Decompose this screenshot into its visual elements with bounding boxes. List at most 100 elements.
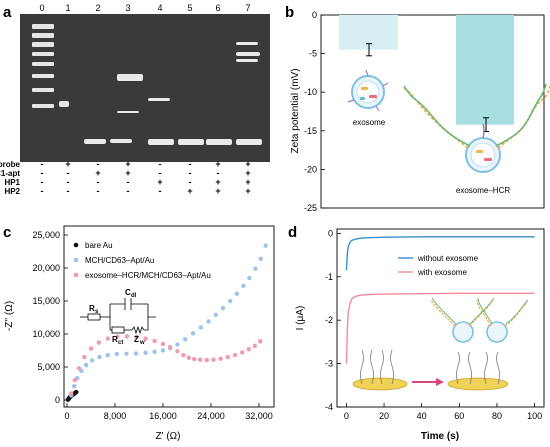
eis-point-series-1: [114, 351, 120, 357]
gel-sign-grid: - + - + - - + +- - + + - - - +- - - - + - + +- - - - - + + +: [41, 159, 251, 196]
circuit-labels: R s C dl R ct Z w: [89, 288, 145, 346]
eis-point-series-1: [97, 354, 102, 360]
gel-sign: -: [127, 186, 130, 196]
electrode-illustration: [352, 297, 529, 391]
warburg-element: [131, 325, 145, 335]
current-y-tick-label: -2: [325, 315, 333, 325]
eis-point-series-2: [232, 352, 238, 358]
gel-sign: -: [189, 168, 192, 178]
legend-label-mch: MCH/CD63–Apt/Au: [85, 256, 154, 265]
ladder-band: [32, 74, 54, 78]
eis-y-tick-label: 10,000: [32, 329, 60, 339]
legend-marker-mch: [73, 257, 79, 263]
gel-sign: -: [41, 177, 44, 187]
current-x-tick-label: 80: [492, 411, 502, 421]
lane-number-3: 3: [125, 3, 130, 13]
eis-point-series-1: [228, 298, 233, 304]
eis-point-series-1: [133, 351, 139, 356]
gel-sign: -: [189, 159, 192, 169]
eis-point-series-2: [160, 341, 166, 347]
ladder-band: [32, 24, 54, 29]
eis-point-series-2: [204, 357, 209, 363]
eis-point-series-2: [72, 378, 78, 383]
eis-point-series-1: [175, 342, 180, 347]
resistor-rct: [111, 326, 125, 334]
gel-image: [20, 14, 270, 162]
svg-text:R: R: [89, 304, 95, 313]
current-x-axis-label: Time (s): [421, 431, 459, 442]
exosome-hcr-illustration: [403, 83, 550, 173]
current-x-tick-label: 40: [417, 411, 427, 421]
ladder-band: [32, 33, 54, 38]
legend-marker-bare: [73, 242, 79, 248]
gel-sign: -: [97, 177, 100, 187]
legend-label-without: without exosome: [417, 254, 479, 263]
sample-band: [84, 139, 106, 144]
eis-point-series-2: [143, 336, 148, 341]
eis-point-series-2: [105, 336, 111, 341]
ladder-band: [32, 62, 54, 66]
eis-point-series-1: [234, 291, 239, 296]
eis-point-series-2: [186, 355, 191, 360]
sample-band: [236, 42, 258, 45]
lane-number-0: 0: [39, 3, 44, 13]
ladder-band: [32, 104, 54, 108]
svg-text:C: C: [125, 288, 131, 297]
gel-sign: -: [67, 168, 70, 178]
eis-point-series-2: [69, 391, 74, 396]
eis-point-series-2: [115, 334, 120, 339]
gel-sign: +: [125, 159, 130, 169]
eis-point-series-1: [258, 256, 263, 261]
eis-point-series-2: [246, 346, 251, 352]
eis-x-tick-label: 32,000: [245, 411, 273, 421]
gel-row-label: HP2: [4, 187, 20, 196]
legend-marker-exo: [73, 272, 79, 278]
eis-point-series-0: [74, 389, 79, 395]
gel-sign: -: [97, 186, 100, 196]
gel-sign: -: [97, 159, 100, 169]
current-trace-series-1: [345, 292, 535, 364]
current-legend: without exosome with exosome: [398, 254, 479, 277]
eis-point-series-1: [190, 331, 196, 336]
sample-band: [236, 59, 258, 62]
eis-x-ticks: 0 8,000 16,000 24,000 32,000: [64, 403, 273, 421]
panel-c-letter: c: [3, 224, 11, 241]
sample-band: [117, 111, 139, 113]
lane-number-5: 5: [187, 3, 192, 13]
zeta-y-tick-label: 0: [312, 10, 317, 20]
zeta-y-tick-label: -25: [304, 203, 317, 213]
zeta-bars: [339, 15, 514, 132]
panel-d: d 0 -1 -2 -3 -4 0 20 40 60 80 100 I (μA) Time (s)…: [288, 224, 545, 442]
current-y-tick-label: -3: [325, 359, 333, 369]
svg-text:R: R: [112, 335, 118, 344]
eis-point-series-1: [152, 349, 157, 355]
eis-point-series-2: [152, 338, 157, 344]
eis-point-series-1: [247, 275, 252, 281]
gel-sign: -: [67, 186, 70, 196]
eis-point-series-2: [88, 346, 94, 351]
equivalent-circuit: [80, 298, 156, 335]
gel-sign: +: [245, 168, 250, 178]
legend-label-exo: exosome–HCR/MCH/CD63–Apt/Au: [85, 271, 211, 280]
current-x-tick-label: 20: [379, 411, 389, 421]
svg-text:ct: ct: [118, 340, 123, 346]
zeta-plot-frame: [320, 14, 545, 209]
gel-sign: -: [41, 186, 44, 196]
eis-point-series-1: [220, 306, 226, 311]
zeta-y-tick-label: -20: [304, 164, 317, 174]
panel-b-letter: b: [285, 4, 294, 21]
lane-number-2: 2: [95, 3, 100, 13]
eis-point-series-1: [105, 352, 111, 358]
lane-number-1: 1: [65, 3, 70, 13]
svg-text:s: s: [95, 309, 99, 315]
eis-y-tick-label: 0: [55, 395, 60, 405]
lane-numbers: 0 1 2 3 4 5 6 7: [39, 3, 250, 13]
eis-y-tick-label: 25,000: [32, 230, 60, 240]
lane-number-6: 6: [215, 3, 220, 13]
eis-point-series-2: [225, 354, 230, 360]
eis-point-series-1: [84, 362, 89, 368]
eis-y-axis-label: -Z'' (Ω): [4, 301, 15, 331]
current-y-axis-label: I (μA): [295, 306, 306, 331]
eis-x-tick-label: 16,000: [149, 411, 177, 421]
